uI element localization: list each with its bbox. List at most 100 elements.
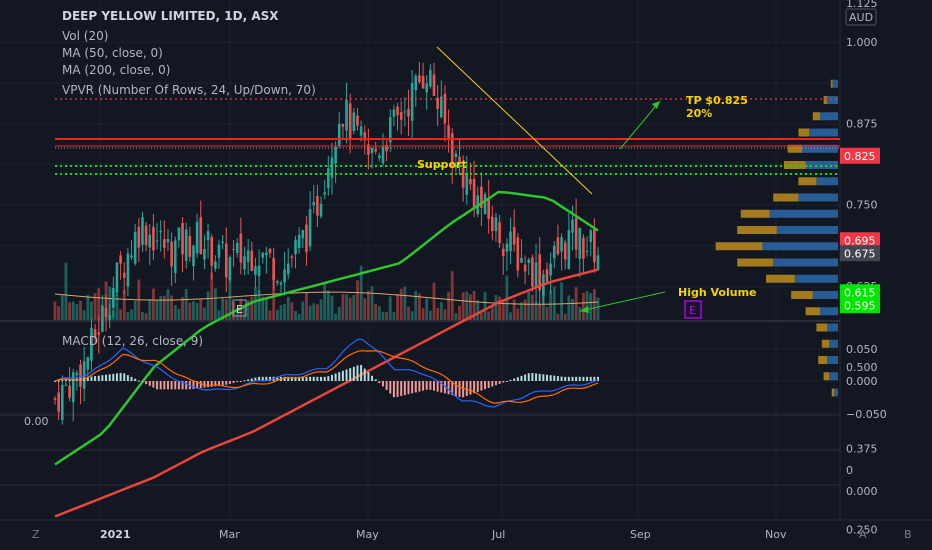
volume-bar xyxy=(527,290,531,320)
candle-body xyxy=(523,264,527,272)
candle-body xyxy=(589,230,593,242)
candle-body xyxy=(199,217,203,255)
symbol-title[interactable]: DEEP YELLOW LIMITED, 1D, ASX xyxy=(62,9,279,23)
volume-bar xyxy=(53,301,57,320)
log-scale-button[interactable]: B xyxy=(904,528,912,541)
macd-hist-bar xyxy=(447,381,450,395)
volume-bar xyxy=(370,286,374,320)
candle-body xyxy=(512,227,516,245)
earnings-marker[interactable]: E xyxy=(232,299,247,317)
volume-bar xyxy=(432,282,436,320)
candle-body xyxy=(192,245,195,267)
earnings-marker-future[interactable]: E xyxy=(684,300,702,319)
indicator-ma50[interactable]: MA (50, close, 0) xyxy=(62,46,163,60)
macd-hist-bar xyxy=(451,381,454,396)
macd-hist-bar xyxy=(156,381,159,390)
candle-body xyxy=(418,75,421,83)
volume-bar xyxy=(170,295,174,320)
macd-hist-bar xyxy=(352,366,355,381)
candle-body xyxy=(283,269,286,283)
macd-hist-bar xyxy=(207,381,210,388)
candle-body xyxy=(450,133,454,166)
macd-hist-bar xyxy=(396,381,399,397)
macd-hist-bar xyxy=(407,381,410,395)
candle-body xyxy=(119,255,122,264)
candle-body xyxy=(527,259,531,263)
indicator-vol[interactable]: Vol (20) xyxy=(62,29,108,43)
volume-bar xyxy=(60,295,64,320)
indicator-vpvr[interactable]: VPVR (Number Of Rows, 24, Up/Down, 70) xyxy=(62,83,316,97)
volume-bar xyxy=(279,305,283,320)
auto-scale-button[interactable]: A xyxy=(859,528,867,541)
macd-hist-bar xyxy=(535,373,538,381)
volume-bar xyxy=(490,306,494,320)
volume-bar xyxy=(589,293,593,320)
macd-hist-bar xyxy=(338,372,341,381)
vpvr-up-bar xyxy=(773,258,838,267)
macd-hist-bar xyxy=(414,381,417,393)
macd-hist-bar xyxy=(560,376,563,381)
vpvr-up-bar xyxy=(820,112,838,121)
indicator-macd[interactable]: MACD (12, 26, close, 9) xyxy=(62,334,203,348)
macd-hist-bar xyxy=(239,381,242,382)
volume-bar xyxy=(436,307,440,320)
price-tick: 1.000 xyxy=(846,36,878,49)
candle-body xyxy=(378,155,381,159)
macd-hist-bar xyxy=(159,381,162,390)
candle-body xyxy=(170,241,173,267)
candle-body xyxy=(126,253,130,287)
macd-hist-bar xyxy=(586,376,589,381)
candle-body xyxy=(301,230,305,239)
candle-body xyxy=(374,149,377,152)
vpvr-up-bar xyxy=(769,209,838,218)
macd-hist-bar xyxy=(505,381,508,382)
macd-hist-bar xyxy=(196,381,199,389)
time-axis[interactable]: Z 2021 Mar May Jul Sep Nov A B xyxy=(32,528,912,541)
candle-body xyxy=(86,357,90,370)
macd-hist-bar xyxy=(403,381,406,396)
price-axis[interactable]: 1.125 AUD 1.0000.8750.7500.6250.5000.375… xyxy=(840,0,880,537)
extra-tick-0: 0 xyxy=(846,464,853,477)
candle-body xyxy=(465,172,469,195)
volume-bar xyxy=(257,290,261,320)
macd-hist-bar xyxy=(185,381,188,390)
macd-hist-bar xyxy=(199,381,202,389)
candle-body xyxy=(585,250,589,252)
candle-body xyxy=(152,226,155,251)
volume-bar xyxy=(177,308,181,320)
candle-body xyxy=(312,201,316,206)
volume-bar xyxy=(479,313,483,320)
extra-panel-value: 0.00 xyxy=(24,415,49,428)
vpvr-down-bar xyxy=(715,242,763,251)
candle-body xyxy=(534,262,538,287)
candle-body xyxy=(206,231,210,241)
macd-tick-0: 0.050 xyxy=(846,343,878,356)
price-badge xyxy=(840,232,880,249)
volume-bar xyxy=(162,295,166,320)
macd-hist-bar xyxy=(433,381,436,391)
volume-bar xyxy=(348,297,352,320)
candle-body xyxy=(370,148,374,154)
macd-hist-bar xyxy=(192,381,195,389)
candle-body xyxy=(221,241,224,243)
candle-body xyxy=(294,239,297,255)
zoom-corner-left[interactable]: Z xyxy=(32,528,40,541)
support-label: Support xyxy=(417,158,467,171)
volume-bar xyxy=(206,291,210,320)
macd-axis[interactable]: 0.050 0.000 −0.050 xyxy=(846,343,887,421)
macd-hist-bar xyxy=(214,381,217,387)
indicator-ma200[interactable]: MA (200, close, 0) xyxy=(62,63,170,77)
candle-body xyxy=(520,257,523,263)
candle-body xyxy=(429,69,432,87)
volume-bar xyxy=(217,310,221,320)
macd-hist-bar xyxy=(494,381,497,386)
candle-body xyxy=(155,240,159,242)
volume-bar xyxy=(210,272,214,320)
volume-bar xyxy=(155,300,159,320)
macd-hist-bar xyxy=(436,381,439,392)
macd-hist-bar xyxy=(392,381,395,398)
candle-body xyxy=(556,237,560,255)
vpvr-up-bar xyxy=(829,372,838,381)
vpvr-up-bar xyxy=(809,128,838,137)
